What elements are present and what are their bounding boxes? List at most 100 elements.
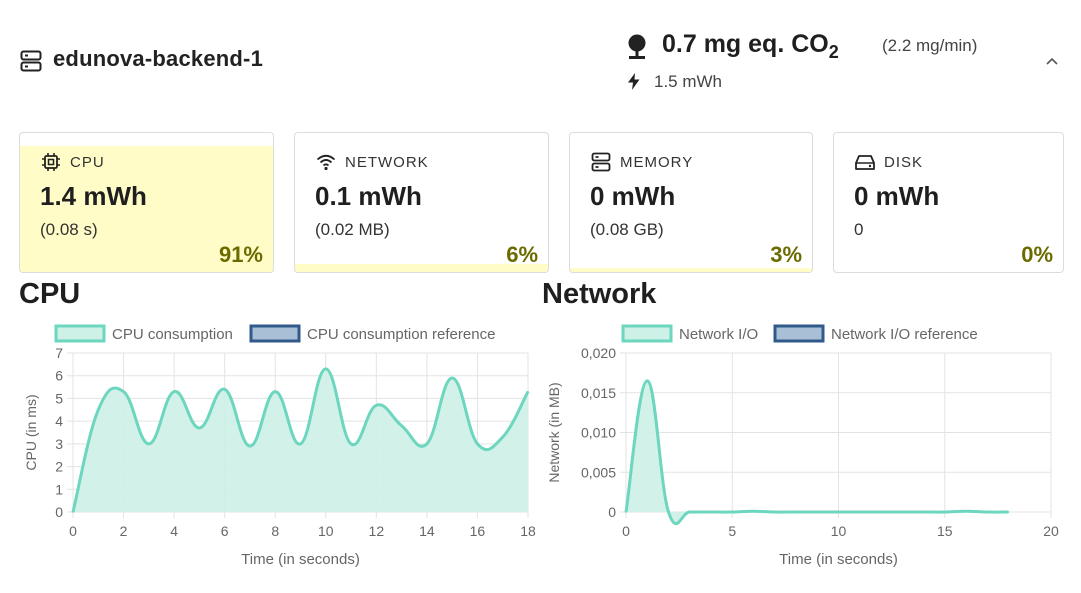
chevron-up-icon[interactable] (1042, 52, 1062, 70)
data-point (400, 424, 403, 427)
data-point (198, 427, 201, 429)
card-title: MEMORY (620, 154, 694, 171)
data-point (274, 390, 277, 393)
data-point (299, 443, 302, 445)
card-percent: 6% (506, 242, 538, 267)
x-tick-label: 14 (419, 523, 435, 539)
x-tick-label: 8 (271, 523, 279, 539)
co2-value-text: 0.7 mg eq. CO (662, 30, 829, 58)
data-point (816, 511, 819, 513)
data-point (986, 511, 989, 513)
y-axis-label: Network (in MB) (546, 382, 562, 482)
x-tick-label: 2 (120, 523, 128, 539)
legend-label-series: CPU consumption (112, 326, 233, 343)
data-point (965, 510, 967, 513)
network-chart: Network I/O Network I/O reference 0 0,005 0,… (546, 324, 1059, 568)
y-tick-label: 4 (55, 413, 63, 429)
card-percent: 3% (770, 242, 802, 267)
card-share-fill (570, 267, 812, 272)
x-tick-label: 15 (937, 523, 953, 539)
data-point (880, 511, 882, 513)
data-point (72, 511, 74, 513)
card-title: CPU (70, 154, 105, 171)
network-chart-title: Network (542, 278, 657, 310)
data-point (122, 390, 125, 393)
x-tick-label: 18 (520, 523, 536, 539)
card-value: 0 mWh (854, 181, 940, 211)
data-point (922, 511, 925, 513)
y-tick-label: 6 (55, 368, 63, 384)
legend-label-reference: CPU consumption reference (307, 326, 495, 343)
data-point (901, 511, 904, 513)
disk-icon (855, 155, 875, 170)
data-point (173, 390, 175, 393)
card-disk[interactable]: DISK 0 mWh 0 0% (833, 132, 1064, 273)
data-point (858, 511, 861, 513)
card-share-fill (295, 263, 548, 272)
card-share-fill (20, 145, 273, 272)
data-point (476, 443, 479, 445)
series-area (73, 368, 528, 512)
data-point (752, 510, 755, 513)
data-point (148, 443, 150, 445)
y-tick-label: 3 (55, 436, 63, 452)
card-memory[interactable]: MEMORY 0 mWh (0.08 GB) 3% (569, 132, 813, 273)
x-tick-label: 6 (221, 523, 229, 539)
legend-swatch-reference (249, 324, 301, 343)
x-tick-label: 20 (1043, 523, 1059, 539)
data-point (688, 511, 691, 513)
data-point (667, 511, 670, 513)
data-point (710, 511, 712, 513)
card-percent: 91% (218, 242, 263, 267)
card-percent: 0% (1021, 242, 1053, 267)
legend-swatch-reference (773, 324, 825, 343)
y-tick-label: 0,015 (581, 385, 616, 401)
data-point (795, 511, 797, 513)
series-area (626, 380, 1009, 524)
location-pin-icon (628, 34, 646, 59)
x-tick-label: 10 (318, 523, 334, 539)
co2-subscript: 2 (828, 42, 839, 62)
data-point (731, 511, 734, 513)
data-point (97, 408, 100, 411)
data-point (350, 443, 352, 445)
y-tick-label: 0 (608, 504, 616, 520)
x-tick-label: 16 (470, 523, 486, 539)
card-network[interactable]: NETWORK 0.1 mWh (0.02 MB) 6% (294, 132, 549, 273)
card-subvalue: (0.02 MB) (315, 220, 390, 239)
server-name: edunova-backend-1 (53, 46, 264, 71)
memory-icon (591, 152, 611, 172)
y-tick-label: 7 (55, 345, 63, 361)
card-title: DISK (884, 154, 924, 171)
card-cpu[interactable]: CPU 1.4 mWh (0.08 s) 91% (19, 132, 274, 273)
co2-rate: (2.2 mg/min) (882, 36, 978, 55)
energy-total: 1.5 mWh (654, 72, 723, 91)
legend-swatch-series (621, 324, 673, 343)
cpu-chip-icon (42, 153, 60, 171)
cpu-chart-title: CPU (19, 278, 81, 310)
data-point (943, 511, 946, 513)
card-subvalue: (0.08 GB) (590, 220, 664, 239)
data-point (1007, 511, 1010, 513)
x-tick-label: 12 (369, 523, 385, 539)
x-axis-label: Time (in seconds) (241, 551, 360, 568)
card-value: 1.4 mWh (40, 181, 147, 211)
y-tick-label: 0,005 (581, 464, 616, 480)
card-value: 0 mWh (590, 181, 676, 211)
wifi-icon (316, 154, 336, 171)
x-tick-label: 4 (170, 523, 178, 539)
legend-label-series: Network I/O (679, 326, 758, 343)
y-tick-label: 2 (55, 459, 63, 475)
data-point (837, 511, 840, 513)
data-point (375, 404, 378, 407)
series-line (624, 379, 1009, 526)
y-tick-label: 1 (55, 481, 63, 497)
data-point (773, 511, 776, 513)
bolt-icon (628, 73, 640, 90)
card-title: NETWORK (345, 154, 429, 171)
data-point (646, 380, 649, 382)
server-icon (20, 50, 42, 72)
data-point (451, 377, 453, 379)
cpu-chart: CPU consumption CPU consumption reference… (23, 324, 536, 568)
x-tick-label: 10 (831, 523, 847, 539)
